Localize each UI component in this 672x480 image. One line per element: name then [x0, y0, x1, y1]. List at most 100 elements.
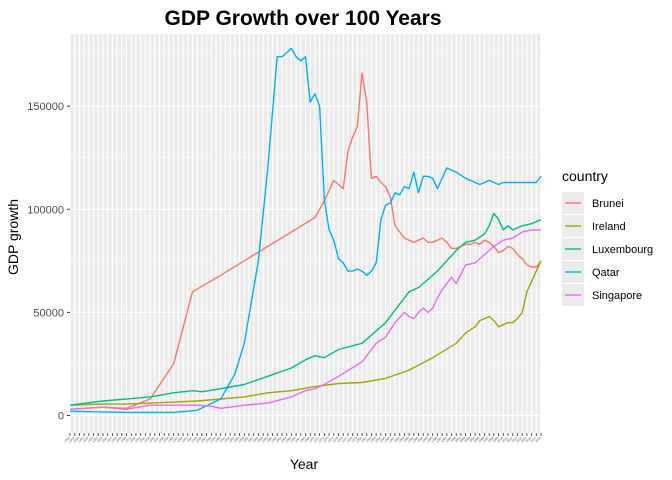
x-tick-label: 1977 [341, 436, 349, 444]
x-tick-label: 1986 [383, 436, 391, 444]
x-tick-label: 1920 [73, 436, 81, 444]
x-tick-label: 1935 [143, 436, 151, 444]
plot-panel [69, 34, 542, 433]
x-tick-label: 1919 [68, 436, 76, 444]
x-tick-label: 2015 [520, 436, 528, 444]
x-tick-label: 1981 [360, 436, 368, 444]
x-tick-label: 2001 [454, 436, 462, 444]
x-tick-label: 1944 [186, 436, 194, 444]
x-tick-label: 1956 [242, 436, 250, 444]
x-tick-label: 2008 [487, 436, 495, 444]
legend-label-qatar: Qatar [592, 267, 620, 279]
x-tick-label: 1994 [421, 436, 429, 444]
x-tick-label: 2004 [468, 436, 476, 444]
x-tick-label: 1966 [289, 436, 297, 444]
x-tick-label: 1967 [294, 436, 302, 444]
x-tick-label: 2016 [525, 436, 533, 444]
x-tick-label: 1992 [412, 436, 420, 444]
y-tick-label: 0 [58, 410, 64, 422]
x-tick-label: 1972 [317, 436, 325, 444]
x-tick-label: 1932 [129, 436, 137, 444]
x-tick-label: 1979 [350, 436, 358, 444]
x-tick-label: 1925 [96, 436, 104, 444]
series-line-luxembourg [69, 212, 542, 406]
legend-label-brunei: Brunei [592, 198, 624, 210]
x-tick-label: 1939 [162, 436, 170, 444]
x-tick-label: 1968 [299, 436, 307, 444]
series-line-ireland [69, 260, 542, 406]
x-axis-title: Year [290, 456, 319, 472]
x-tick-label: 1980 [355, 436, 363, 444]
x-tick-label: 2007 [482, 436, 490, 444]
x-tick-label: 1999 [445, 436, 453, 444]
x-tick-label: 1940 [167, 436, 175, 444]
x-tick-label: 1918 [63, 436, 71, 444]
x-tick-label: 1987 [388, 436, 396, 444]
x-tick-label: 1929 [115, 436, 123, 444]
x-tick-label: 1984 [374, 436, 382, 444]
x-tick-label: 1952 [223, 436, 231, 444]
y-tick-label: 150000 [27, 101, 64, 113]
x-tick-label: 2005 [473, 436, 481, 444]
x-tick-label: 1993 [416, 436, 424, 444]
x-tick-label: 1945 [190, 436, 198, 444]
x-tick-label: 1953 [228, 436, 236, 444]
x-tick-label: 1962 [270, 436, 278, 444]
x-tick-label: 2014 [515, 436, 523, 444]
x-tick-label: 2010 [496, 436, 504, 444]
x-tick-label: 1959 [256, 436, 264, 444]
x-tick-label: 1985 [379, 436, 387, 444]
x-tick-label: 2013 [511, 436, 519, 444]
x-tick-label: 1930 [120, 436, 128, 444]
x-tick-label: 1988 [393, 436, 401, 444]
series-line-singapore [69, 229, 541, 410]
x-tick-label: 1943 [181, 436, 189, 444]
x-tick-label: 1924 [91, 436, 99, 444]
x-tick-label: 1961 [266, 436, 274, 444]
x-tick-label: 1974 [327, 436, 335, 444]
x-tick-label: 1942 [176, 436, 184, 444]
x-tick-label: 1991 [407, 436, 415, 444]
x-tick-label: 1926 [101, 436, 109, 444]
x-tick-label: 2006 [478, 436, 486, 444]
x-tick-label: 2018 [534, 436, 542, 444]
x-tick-label: 1997 [435, 436, 443, 444]
legend: country Brunei Ireland Luxembourg Qatar Sing… [562, 168, 653, 306]
x-tick-label: 1970 [308, 436, 316, 444]
x-tick-label: 1963 [275, 436, 283, 444]
x-tick-label: 1946 [195, 436, 203, 444]
x-tick-label: 2017 [529, 436, 537, 444]
x-tick-label: 1957 [247, 436, 255, 444]
legend-label-luxembourg: Luxembourg [592, 244, 653, 256]
x-tick-label: 2011 [501, 436, 509, 444]
x-tick-label: 1990 [402, 436, 410, 444]
y-tick-label: 50000 [33, 307, 64, 319]
x-tick-label: 1937 [153, 436, 161, 444]
x-tick-label: 2012 [506, 436, 514, 444]
x-tick-label: 1950 [214, 436, 222, 444]
x-axis: 1918191919201921192219231924192519261927… [63, 433, 542, 443]
x-tick-label: 1954 [233, 436, 241, 444]
x-tick-label: 1931 [124, 436, 132, 444]
x-tick-label: 1948 [204, 436, 212, 444]
x-tick-label: 1969 [303, 436, 311, 444]
x-tick-label: 1958 [252, 436, 260, 444]
x-tick-label: 1933 [134, 436, 142, 444]
x-tick-label: 2000 [449, 436, 457, 444]
x-tick-label: 1947 [200, 436, 208, 444]
series-layer [69, 47, 542, 414]
y-axis-title: GDP growth [5, 199, 21, 275]
x-tick-label: 1927 [106, 436, 114, 444]
x-tick-label: 1922 [82, 436, 90, 444]
x-tick-label: 1960 [261, 436, 269, 444]
x-tick-label: 1923 [87, 436, 95, 444]
x-tick-label: 1928 [110, 436, 118, 444]
x-tick-label: 1936 [148, 436, 156, 444]
x-tick-label: 1938 [157, 436, 165, 444]
x-tick-label: 1934 [139, 436, 147, 444]
x-tick-label: 1995 [426, 436, 434, 444]
x-tick-label: 1951 [219, 436, 227, 444]
legend-label-ireland: Ireland [592, 221, 626, 233]
x-tick-label: 2002 [459, 436, 467, 444]
